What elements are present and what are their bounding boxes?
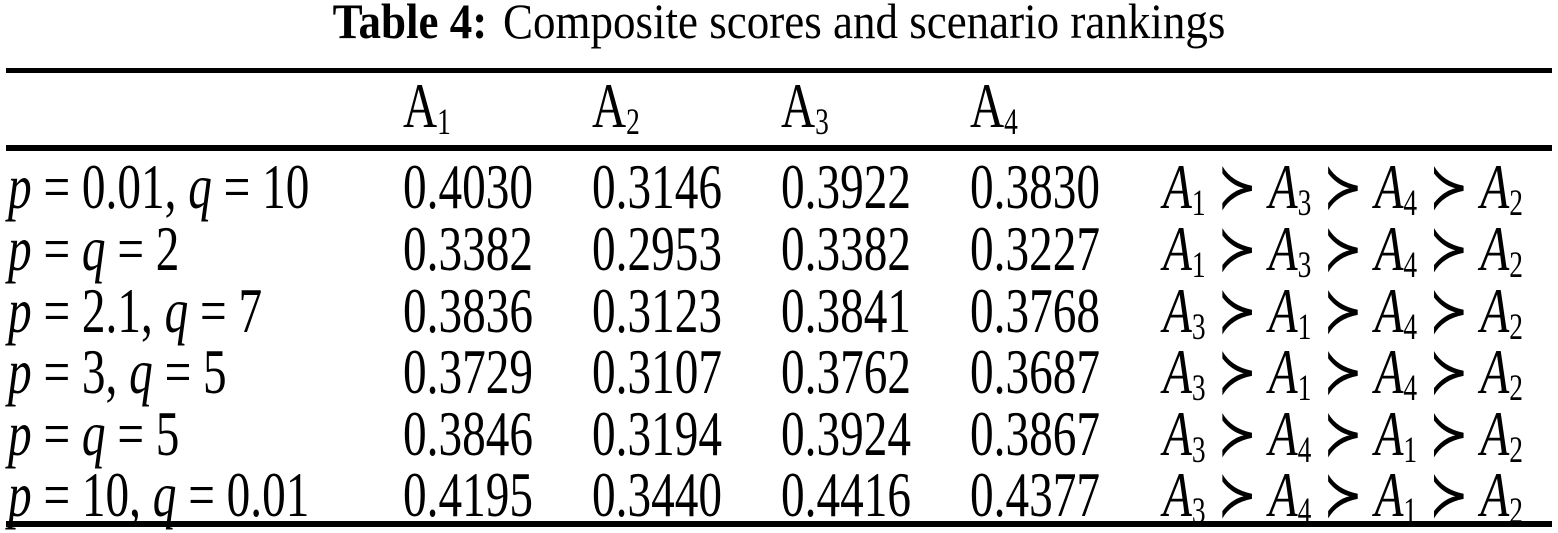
score-cell-a2: 0.3146: [592, 152, 722, 222]
score-cell-a1: 0.3382: [403, 214, 533, 284]
col-header-a3: A3: [781, 71, 829, 142]
ranking-cell: A3 ≻ A4 ≻ A1 ≻ A2: [1163, 399, 1523, 470]
ranking-cell: A1 ≻ A3 ≻ A4 ≻ A2: [1163, 214, 1523, 285]
score-cell-a4: 0.3768: [970, 276, 1100, 346]
col-header-a4: A4: [970, 71, 1018, 142]
score-cell-a1: 0.3729: [403, 337, 533, 407]
scenario-cell: p = 0.01, q = 10: [8, 152, 310, 222]
rule-bottom: [6, 521, 1552, 527]
score-cell-a2: 0.3123: [592, 276, 722, 346]
score-cell-a2: 0.2953: [592, 214, 722, 284]
ranking-cell: A3 ≻ A1 ≻ A4 ≻ A2: [1163, 276, 1523, 347]
scenario-cell: p = 2.1, q = 7: [8, 276, 263, 346]
score-cell-a3: 0.4416: [781, 460, 911, 530]
score-cell-a3: 0.3924: [781, 399, 911, 469]
table-row: p = q = 5 0.3846 0.3194 0.3924 0.3867 A3…: [0, 399, 1558, 470]
scenario-cell: p = q = 2: [8, 214, 180, 284]
table-row: p = q = 2 0.3382 0.2953 0.3382 0.3227 A1…: [0, 214, 1558, 285]
score-cell-a4: 0.3867: [970, 399, 1100, 469]
score-cell-a1: 0.3846: [403, 399, 533, 469]
rule-below-header: [6, 145, 1552, 151]
score-cell-a3: 0.3922: [781, 152, 911, 222]
caption-label: Table 4:: [332, 0, 488, 49]
score-cell-a3: 0.3382: [781, 214, 911, 284]
ranking-cell: A1 ≻ A3 ≻ A4 ≻ A2: [1163, 152, 1523, 223]
scenario-cell: p = 10, q = 0.01: [8, 460, 310, 530]
score-cell-a1: 0.3836: [403, 276, 533, 346]
score-cell-a2: 0.3194: [592, 399, 722, 469]
rule-top: [6, 68, 1552, 73]
table-row: p = 2.1, q = 7 0.3836 0.3123 0.3841 0.37…: [0, 276, 1558, 347]
score-cell-a4: 0.3830: [970, 152, 1100, 222]
ranking-cell: A3 ≻ A4 ≻ A1 ≻ A2: [1163, 460, 1523, 531]
table-row: p = 3, q = 5 0.3729 0.3107 0.3762 0.3687…: [0, 337, 1558, 408]
col-header-a2: A2: [592, 71, 640, 142]
scenario-cell: p = 3, q = 5: [8, 337, 227, 407]
col-header-a1: A1: [403, 71, 451, 142]
header-row: A1 A2 A3 A4: [0, 71, 1558, 142]
score-cell-a3: 0.3762: [781, 337, 911, 407]
score-cell-a4: 0.4377: [970, 460, 1100, 530]
score-cell-a1: 0.4195: [403, 460, 533, 530]
table-caption: Table 4: Composite scores and scenario ra…: [78, 0, 1480, 46]
table-row: p = 10, q = 0.01 0.4195 0.3440 0.4416 0.…: [0, 460, 1558, 531]
scenario-cell: p = q = 5: [8, 399, 180, 469]
score-cell-a4: 0.3687: [970, 337, 1100, 407]
table-row: p = 0.01, q = 10 0.4030 0.3146 0.3922 0.…: [0, 152, 1558, 223]
score-cell-a4: 0.3227: [970, 214, 1100, 284]
ranking-cell: A3 ≻ A1 ≻ A4 ≻ A2: [1163, 337, 1523, 408]
score-cell-a2: 0.3440: [592, 460, 722, 530]
score-cell-a2: 0.3107: [592, 337, 722, 407]
score-cell-a3: 0.3841: [781, 276, 911, 346]
score-cell-a1: 0.4030: [403, 152, 533, 222]
caption-text: Composite scores and scenario rankings: [503, 0, 1226, 49]
